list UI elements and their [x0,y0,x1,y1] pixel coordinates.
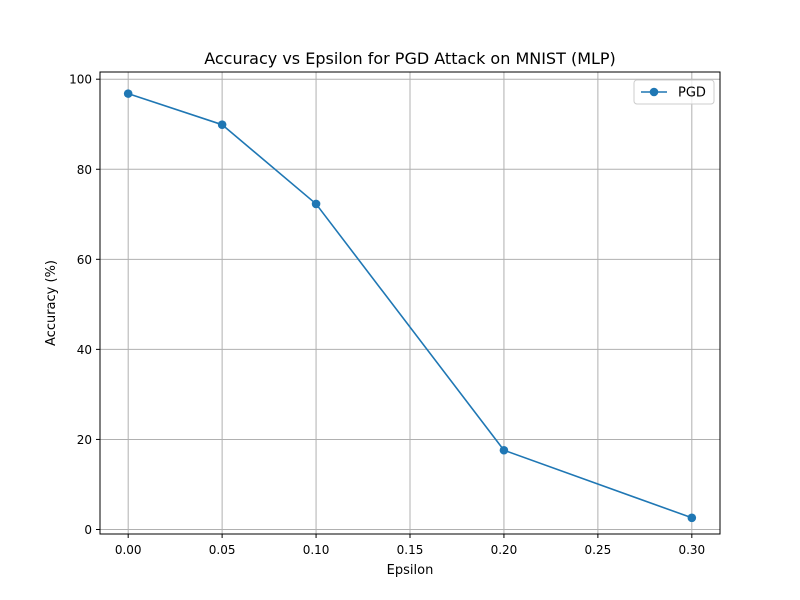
x-tick-label: 0.20 [491,543,518,557]
y-tick-label: 60 [77,253,92,267]
x-tick-label: 0.05 [209,543,236,557]
y-tick-label: 80 [77,163,92,177]
x-axis-label: Epsilon [387,563,434,578]
data-point [123,89,133,98]
x-tick-label: 0.30 [678,543,705,557]
grid [100,72,720,534]
legend-marker [649,87,659,97]
ticks: 0.00 0.05 0.10 0.15 0.20 0.25 0.30 0 20 40 60 80 100 [69,73,705,557]
series-layer [123,89,697,523]
data-point [499,445,509,455]
y-axis-label: Accuracy (%) [44,260,59,346]
data-point [687,513,697,523]
y-tick-label: 40 [77,343,92,357]
legend: PGD [633,79,715,105]
data-point [311,199,321,209]
data-point [217,120,227,129]
x-tick-label: 0.25 [585,543,612,557]
x-tick-label: 0.15 [397,543,424,557]
legend-box [633,79,715,105]
chart-title: Accuracy vs Epsilon for PGD Attack on MN… [204,49,616,68]
y-tick-label: 20 [77,433,92,447]
x-tick-label: 0.00 [115,543,142,557]
y-tick-label: 0 [84,523,92,537]
legend-label: PGD [678,86,706,101]
y-tick-label: 100 [69,73,92,87]
x-tick-label: 0.10 [303,543,330,557]
